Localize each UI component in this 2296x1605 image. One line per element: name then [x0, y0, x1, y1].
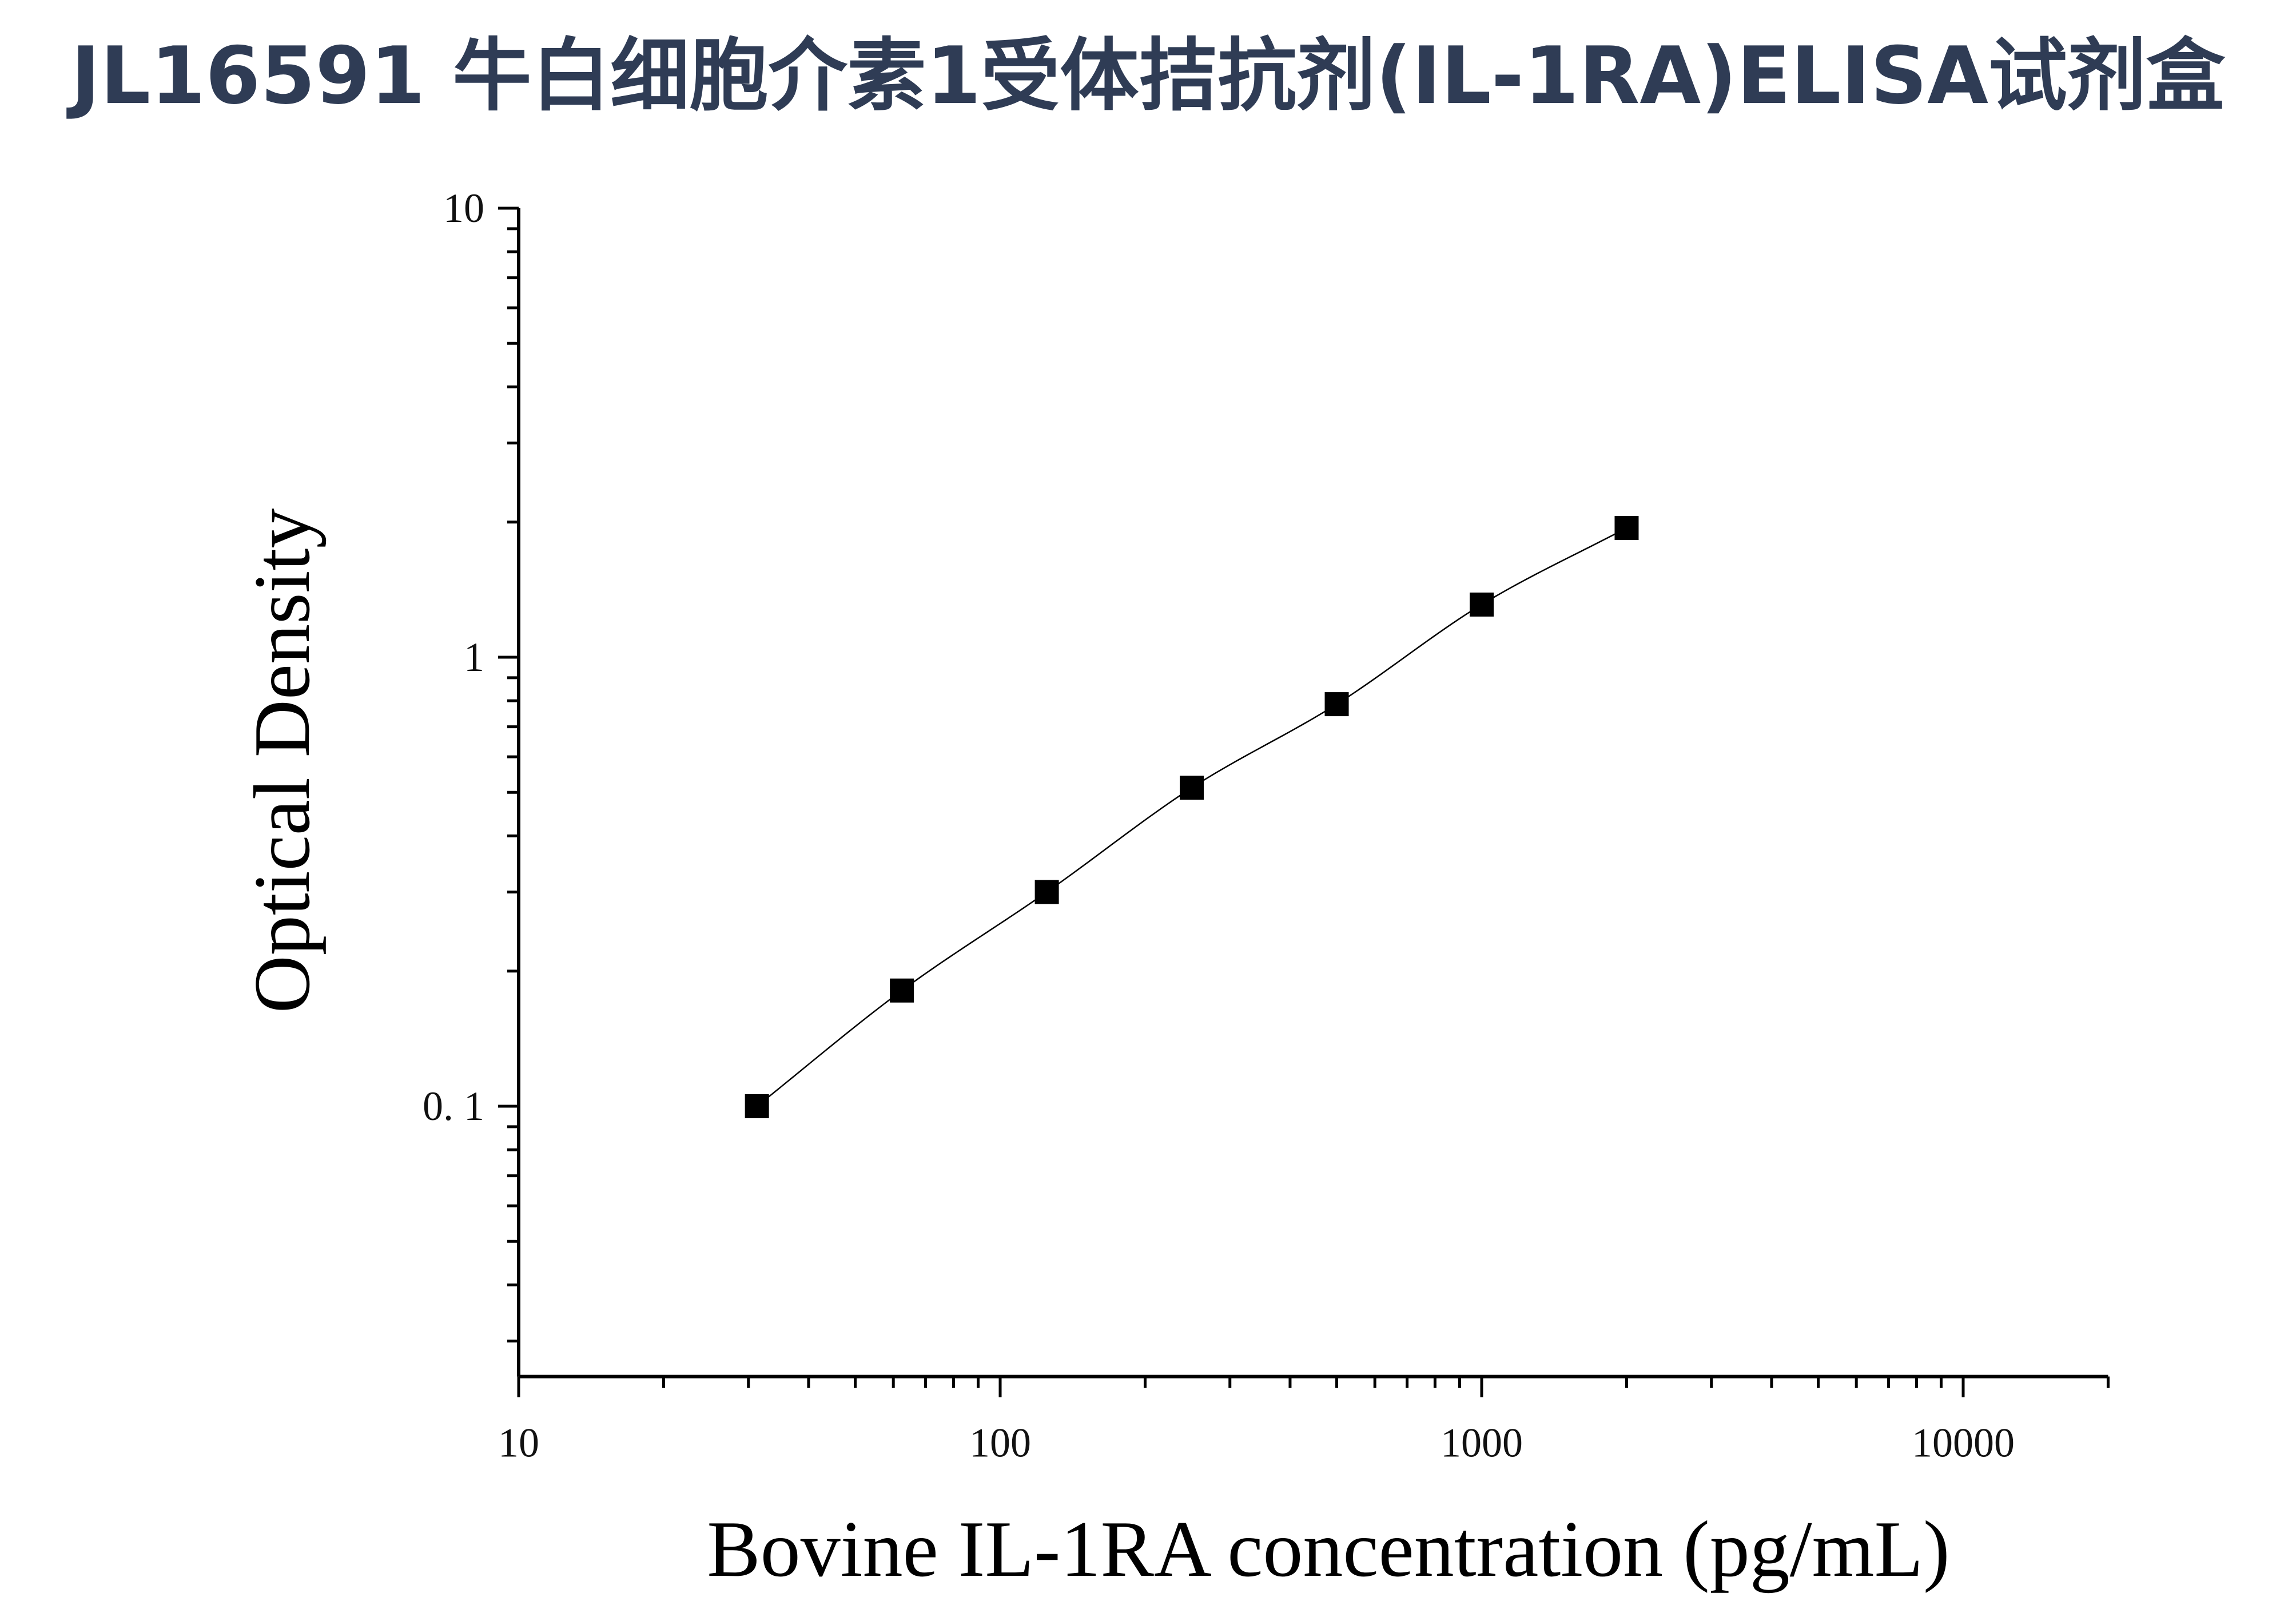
y-tick-label: 1	[464, 634, 484, 680]
data-point	[745, 1094, 769, 1118]
fit-curve-layer	[756, 527, 1628, 1107]
page-title: JL16591 牛白细胞介素1受体拮抗剂(IL-1RA)ELISA试剂盒	[71, 30, 2225, 122]
y-tick-label: 0. 1	[423, 1083, 484, 1129]
data-point	[1614, 516, 1639, 541]
y-tick-label: 10	[443, 185, 484, 231]
data-points-layer	[745, 516, 1639, 1118]
data-point	[1180, 776, 1204, 800]
x-tick-label: 10000	[1912, 1420, 2015, 1466]
data-point	[1034, 880, 1059, 904]
x-tick-label: 100	[969, 1420, 1031, 1466]
data-point	[1324, 692, 1349, 717]
data-point	[1470, 592, 1494, 617]
x-axis-title: Bovine IL-1RA concentration (pg/mL)	[707, 1505, 1949, 1594]
y-axis-title: Optical Density	[238, 508, 327, 1014]
x-tick-label: 10	[498, 1420, 539, 1466]
chart-axes	[498, 206, 2110, 1397]
fit-curve-line	[756, 527, 1628, 1107]
x-tick-label: 1000	[1441, 1420, 1523, 1466]
tick-labels-layer: 10 100 1000 10000 0. 1 1 10	[423, 185, 2015, 1466]
data-point	[890, 978, 914, 1003]
